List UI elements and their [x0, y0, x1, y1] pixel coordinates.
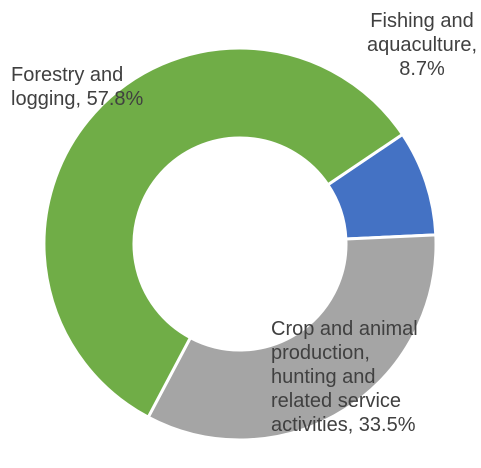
data-label-line: Fishing and — [370, 10, 473, 32]
data-label-fishing-and-aquaculture: Fishing and aquaculture, 8.7% — [367, 10, 477, 80]
data-labels: Fishing and aquaculture, 8.7% Crop and ani… — [11, 10, 477, 436]
data-label-line: Forestry and — [11, 64, 123, 86]
data-label-line: 8.7% — [399, 58, 445, 80]
data-label-line: logging, 57.8% — [11, 88, 144, 110]
data-label-forestry-and-logging: Forestry and logging, 57.8% — [11, 64, 144, 110]
data-label-line: aquaculture, — [367, 34, 477, 56]
data-label-line: production, — [271, 342, 370, 364]
data-label-crop-and-animal-production: Crop and animal production, hunting and rel… — [271, 318, 418, 436]
slice-forestry-and-logging — [42, 46, 404, 419]
data-label-line: activities, 33.5% — [271, 414, 416, 436]
data-label-line: related service — [271, 390, 401, 412]
data-label-line: hunting and — [271, 366, 376, 388]
data-label-line: Crop and animal — [271, 318, 418, 340]
slice-crop-and-animal-production-hunting-and-related-service-activities — [146, 233, 438, 442]
donut-slices — [42, 46, 438, 442]
